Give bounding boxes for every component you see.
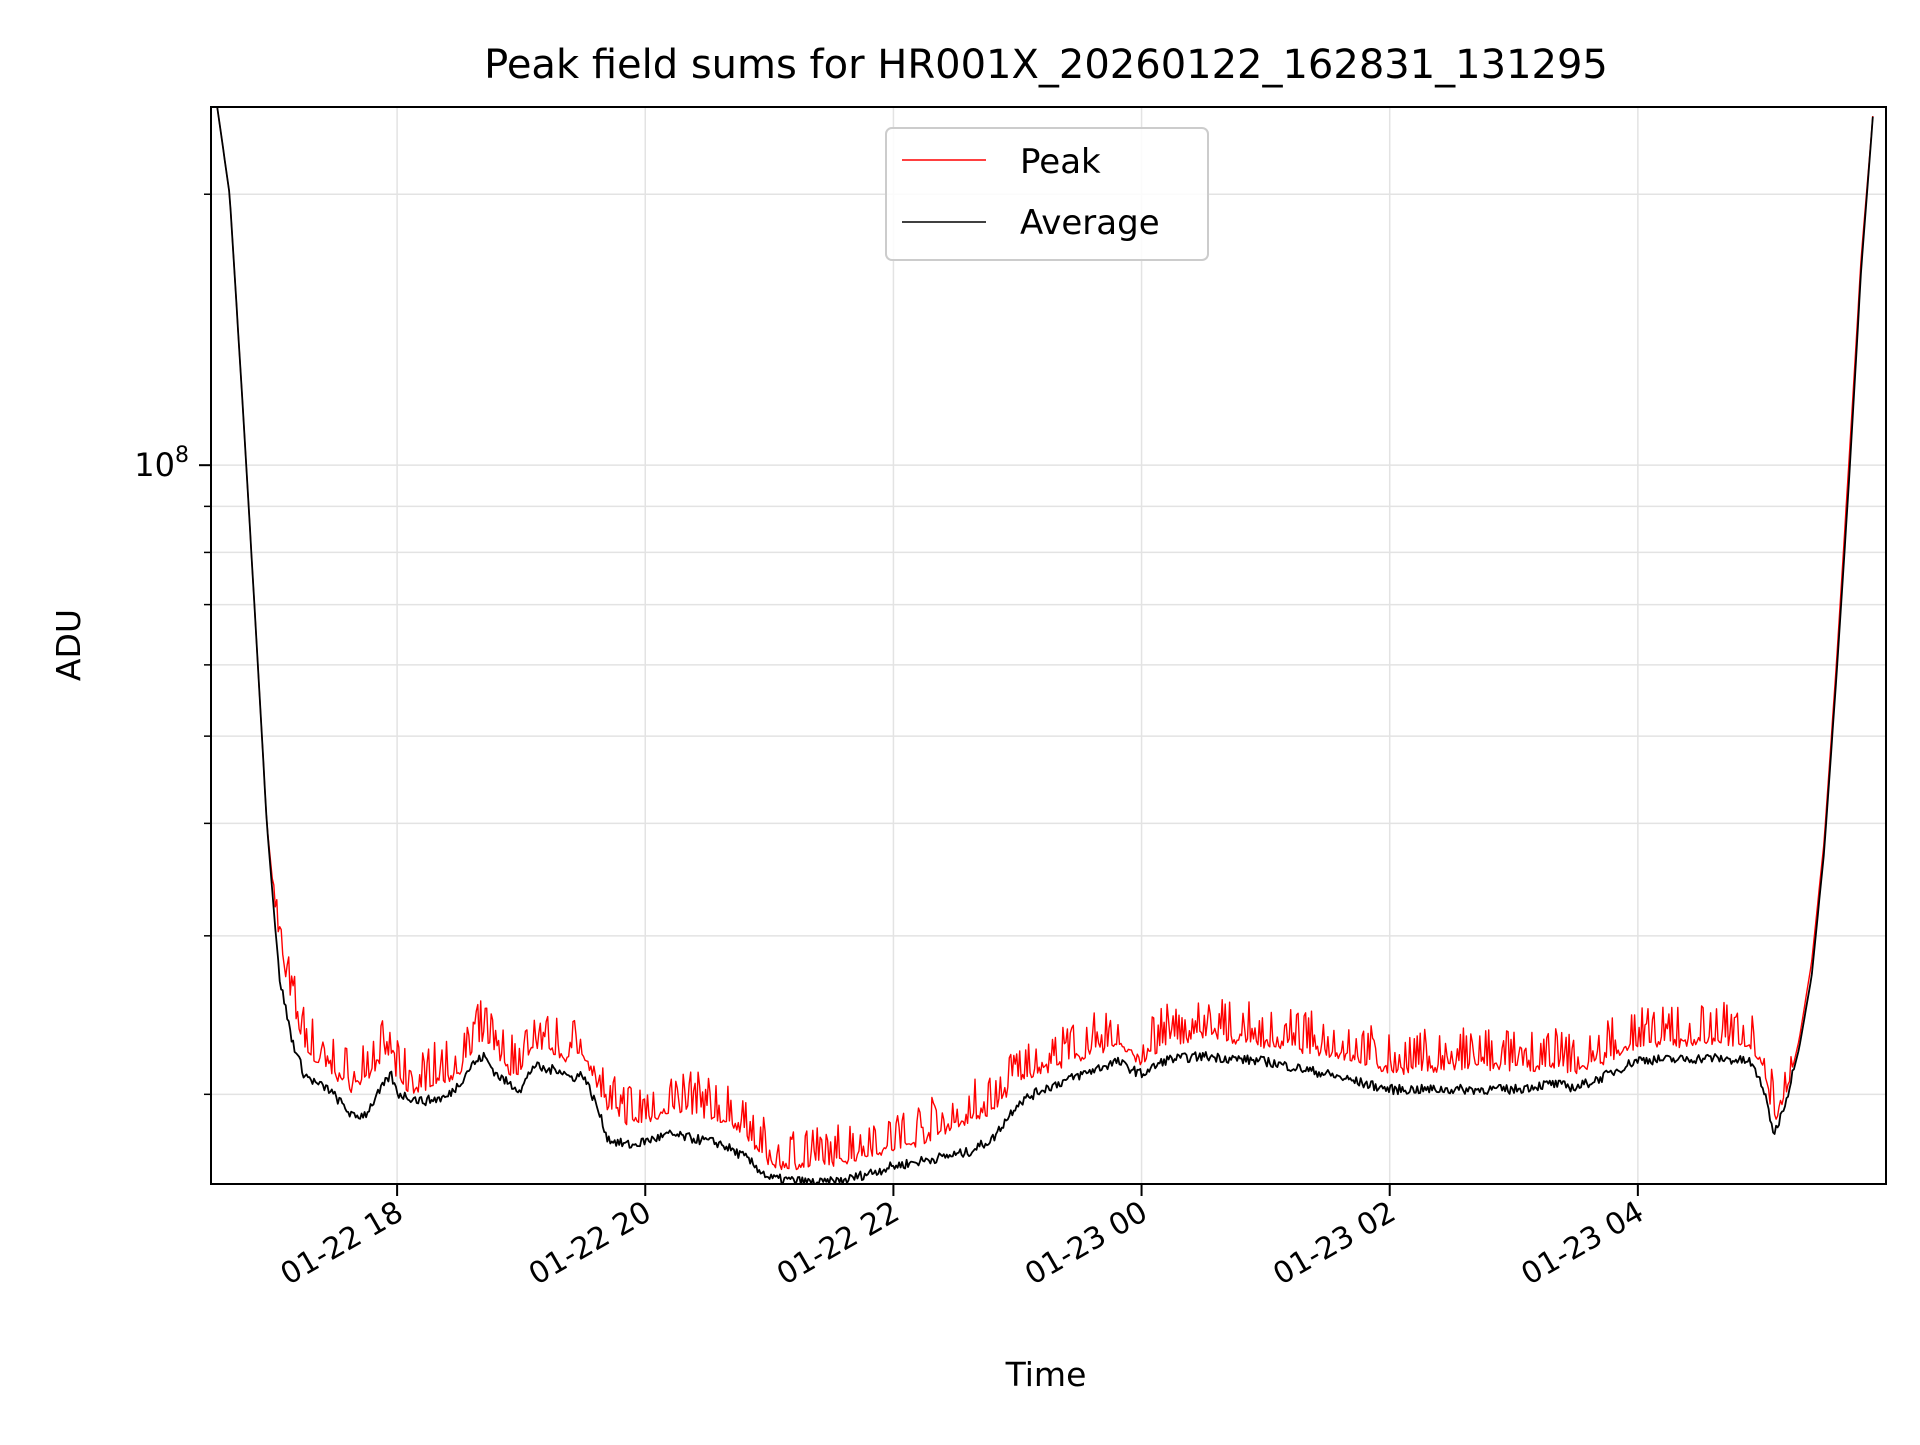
legend-box (885, 127, 1209, 261)
y-tick-label: 108 (134, 443, 189, 484)
legend-peak-label: Peak (1020, 142, 1101, 182)
series-line-peak (216, 107, 1874, 1171)
legend-average-label: Average (1020, 203, 1160, 243)
plot-frame (210, 106, 1887, 1185)
series-layer (216, 107, 1874, 1184)
y-axis-label: ADU (49, 609, 88, 681)
x-axis-label: Time (1005, 1355, 1087, 1394)
chart-title: Peak field sums for HR001X_20260122_1628… (484, 42, 1608, 88)
series-line-average (216, 107, 1874, 1184)
legend: Peak Average (885, 127, 1209, 261)
